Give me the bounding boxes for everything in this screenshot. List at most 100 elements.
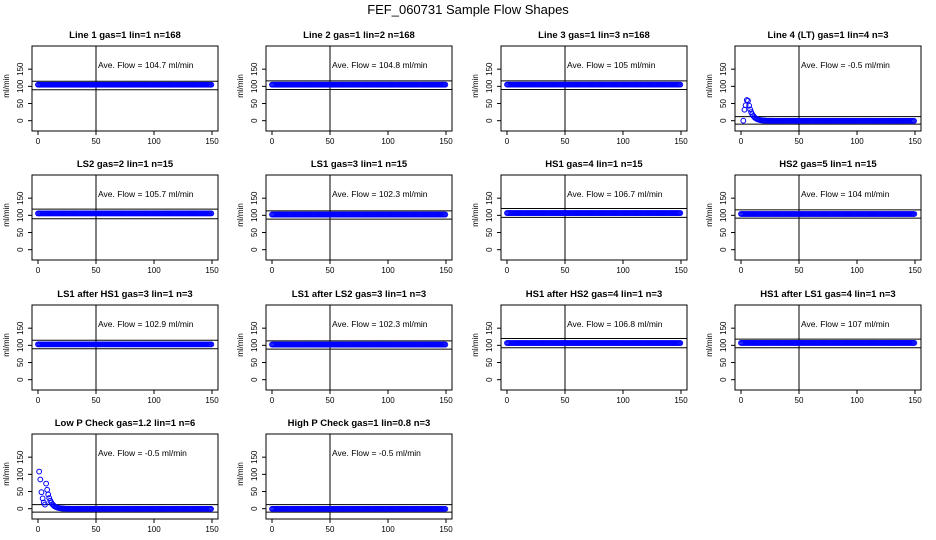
y-axis-label: ml/min — [705, 203, 714, 227]
x-tick-label: 0 — [36, 137, 41, 146]
x-tick-label: 50 — [326, 396, 335, 405]
panel-title: Line 2 gas=1 lin=2 n=168 — [303, 30, 415, 41]
y-tick-label: 50 — [719, 228, 728, 237]
panel-4: Line 4 (LT) gas=1 lin=4 n=3 ml/min 0 50 100 1… — [705, 30, 922, 146]
y-tick-label: 0 — [485, 118, 494, 123]
y-tick-label: 100 — [16, 338, 25, 352]
plot-frame — [265, 45, 453, 132]
panel-14: High P Check gas=1 lin=0.8 n=3 ml/min 0 50 1… — [236, 418, 453, 534]
plot-frame — [500, 45, 688, 132]
data-point — [442, 341, 449, 348]
panel-title: Line 1 gas=1 lin=1 n=168 — [69, 30, 181, 41]
x-tick-label: 150 — [205, 137, 219, 146]
x-tick-label: 150 — [205, 525, 219, 534]
y-tick-label: 150 — [250, 450, 259, 464]
y-tick-label: 100 — [16, 208, 25, 222]
data-point — [43, 480, 50, 487]
x-tick-label: 50 — [92, 396, 101, 405]
average-flow-annotation: Ave. Flow = 105 ml/min — [567, 60, 656, 70]
data-point — [44, 486, 51, 493]
data-point — [677, 340, 684, 346]
y-tick-label: 0 — [16, 247, 25, 252]
y-tick-label: 50 — [485, 228, 494, 237]
y-tick-label: 150 — [16, 450, 25, 464]
panel-12: HS1 after LS1 gas=4 lin=1 n=3 ml/min 0 50 10… — [705, 289, 922, 405]
data-point — [46, 495, 53, 501]
y-tick-label: 50 — [719, 99, 728, 108]
plot-frame — [31, 304, 219, 391]
y-tick-label: 100 — [719, 79, 728, 93]
average-flow-annotation: Ave. Flow = 104 ml/min — [801, 189, 890, 199]
y-tick-label: 100 — [250, 208, 259, 222]
x-tick-label: 150 — [908, 266, 922, 275]
y-axis-label: ml/min — [236, 462, 245, 486]
data-point — [38, 489, 45, 496]
y-tick-label: 150 — [719, 191, 728, 205]
y-tick-label: 150 — [16, 62, 25, 76]
x-tick-label: 100 — [616, 137, 630, 146]
average-flow-annotation: Ave. Flow = 106.8 ml/min — [567, 319, 663, 329]
y-axis-label: ml/min — [705, 74, 714, 98]
figure-title: FEF_060731 Sample Flow Shapes — [367, 2, 569, 17]
y-axis-label: ml/min — [236, 203, 245, 227]
y-tick-label: 0 — [250, 247, 259, 252]
y-tick-label: 0 — [719, 118, 728, 123]
x-tick-label: 150 — [674, 266, 688, 275]
panel-13: Low P Check gas=1.2 lin=1 n=6 ml/min 0 50 10… — [2, 418, 219, 534]
data-point — [442, 505, 449, 512]
x-tick-label: 0 — [36, 266, 41, 275]
x-tick-label: 50 — [795, 137, 804, 146]
y-tick-label: 150 — [16, 191, 25, 205]
panel-7: HS1 gas=4 lin=1 n=15 ml/min 0 50 100 150 0 50 10… — [471, 159, 688, 275]
average-flow-annotation: Ave. Flow = -0.5 ml/min — [98, 448, 187, 458]
y-tick-label: 50 — [250, 358, 259, 367]
average-flow-annotation: Ave. Flow = 102.9 ml/min — [98, 319, 194, 329]
x-tick-label: 0 — [270, 137, 275, 146]
x-tick-label: 0 — [739, 396, 744, 405]
panel-3: Line 3 gas=1 lin=3 n=168 ml/min 0 50 100 150 0… — [471, 30, 688, 146]
y-tick-label: 100 — [250, 467, 259, 481]
x-tick-label: 100 — [147, 137, 161, 146]
average-flow-annotation: Ave. Flow = -0.5 ml/min — [801, 60, 890, 70]
panel-2: Line 2 gas=1 lin=2 n=168 ml/min 0 50 100 150 0… — [236, 30, 453, 146]
data-point — [208, 210, 215, 217]
y-tick-label: 150 — [485, 321, 494, 335]
y-tick-label: 50 — [16, 487, 25, 496]
x-tick-label: 50 — [326, 137, 335, 146]
x-tick-label: 100 — [147, 396, 161, 405]
data-point — [747, 106, 754, 113]
data-point — [911, 211, 918, 217]
x-tick-label: 0 — [739, 266, 744, 275]
x-tick-label: 100 — [147, 266, 161, 275]
y-tick-label: 100 — [16, 79, 25, 93]
x-tick-label: 0 — [270, 266, 275, 275]
y-tick-label: 50 — [16, 99, 25, 108]
y-tick-label: 150 — [250, 62, 259, 76]
x-tick-label: 150 — [439, 266, 453, 275]
y-tick-label: 0 — [719, 377, 728, 382]
x-tick-label: 0 — [739, 137, 744, 146]
y-tick-label: 50 — [250, 487, 259, 496]
y-tick-label: 0 — [16, 118, 25, 123]
y-tick-label: 150 — [250, 321, 259, 335]
y-axis-label: ml/min — [471, 74, 480, 98]
panel-1: Line 1 gas=1 lin=1 n=168 ml/min 0 50 100 150 0… — [2, 30, 219, 146]
y-tick-label: 0 — [485, 377, 494, 382]
average-flow-annotation: Ave. Flow = 105.7 ml/min — [98, 189, 194, 199]
y-tick-label: 150 — [719, 62, 728, 76]
x-tick-label: 100 — [850, 137, 864, 146]
panel-title: LS2 gas=2 lin=1 n=15 — [77, 159, 174, 170]
y-axis-label: ml/min — [236, 333, 245, 357]
panel-6: LS1 gas=3 lin=1 n=15 ml/min 0 50 100 150 0 50 10… — [236, 159, 453, 275]
y-tick-label: 150 — [485, 191, 494, 205]
y-tick-label: 50 — [250, 228, 259, 237]
x-tick-label: 50 — [92, 137, 101, 146]
data-point — [677, 81, 684, 88]
data-point — [911, 117, 917, 124]
y-tick-label: 50 — [16, 358, 25, 367]
y-axis-label: ml/min — [236, 74, 245, 98]
x-tick-label: 150 — [908, 396, 922, 405]
x-tick-label: 50 — [326, 525, 335, 534]
data-point — [42, 501, 48, 508]
